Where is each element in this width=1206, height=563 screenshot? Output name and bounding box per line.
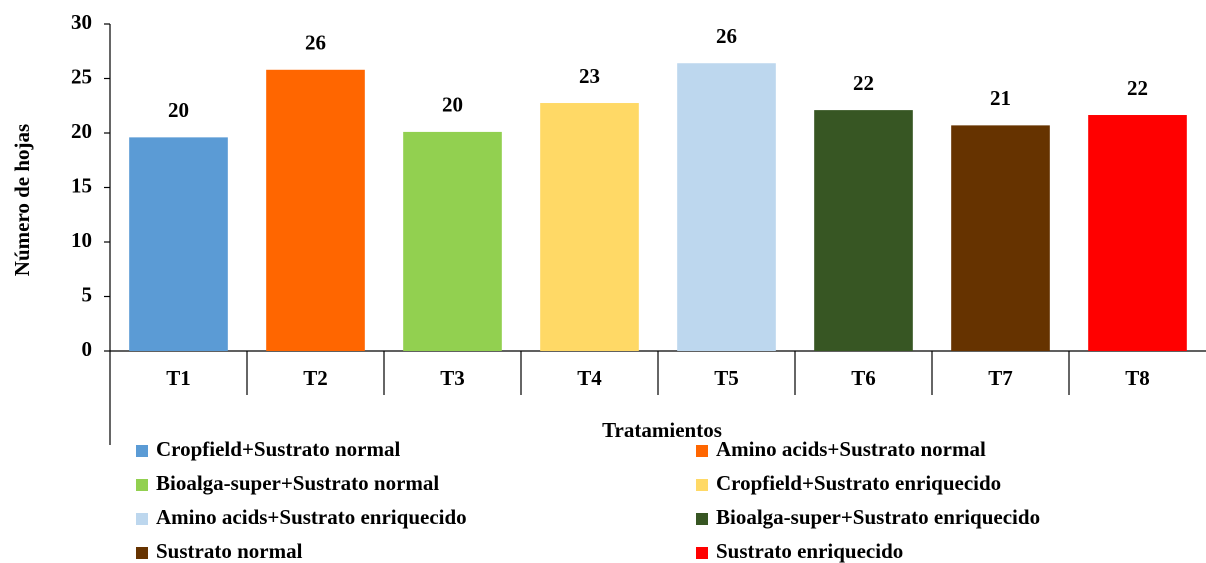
legend-label: Cropfield+Sustrato enriquecido xyxy=(716,471,1001,495)
y-tick-label: 0 xyxy=(82,337,93,361)
value-label: 26 xyxy=(305,31,326,55)
value-label: 23 xyxy=(579,64,600,88)
legend-label: Amino acids+Sustrato normal xyxy=(716,437,986,461)
y-tick-label: 20 xyxy=(71,119,92,143)
value-label: 20 xyxy=(168,98,189,122)
bar xyxy=(266,69,365,351)
y-tick-label: 15 xyxy=(71,173,92,197)
y-tick-label: 30 xyxy=(71,10,92,34)
bar xyxy=(951,125,1050,352)
x-tick-label: T2 xyxy=(303,366,328,390)
value-label: 22 xyxy=(853,71,874,95)
legend-swatch xyxy=(696,547,708,559)
legend-swatch xyxy=(696,479,708,491)
value-label: 21 xyxy=(990,86,1011,110)
legend-swatch xyxy=(136,513,148,525)
x-tick-label: T4 xyxy=(577,366,602,390)
legend-swatch xyxy=(696,513,708,525)
legend-swatch xyxy=(696,445,708,457)
value-label: 20 xyxy=(442,93,463,117)
x-axis-title: Tratamientos xyxy=(602,418,722,442)
value-label: 22 xyxy=(1127,76,1148,100)
y-tick-label: 5 xyxy=(82,282,93,306)
x-tick-label: T8 xyxy=(1125,366,1150,390)
x-tick-label: T1 xyxy=(166,366,191,390)
bar xyxy=(403,131,502,351)
bar xyxy=(1088,115,1187,351)
legend-label: Amino acids+Sustrato enriquecido xyxy=(156,505,467,529)
legend-label: Bioalga-super+Sustrato enriquecido xyxy=(716,505,1040,529)
x-tick-label: T7 xyxy=(988,366,1013,390)
y-tick-label: 10 xyxy=(71,228,92,252)
legend-swatch xyxy=(136,547,148,559)
bar xyxy=(129,137,228,351)
value-label: 26 xyxy=(716,24,737,48)
legend-label: Sustrato normal xyxy=(156,539,303,563)
legend-swatch xyxy=(136,479,148,491)
y-axis-title: Número de hojas xyxy=(10,124,34,276)
legend-swatch xyxy=(136,445,148,457)
bar xyxy=(814,110,913,351)
x-tick-label: T3 xyxy=(440,366,465,390)
legend-label: Sustrato enriquecido xyxy=(716,539,903,563)
legend-label: Bioalga-super+Sustrato normal xyxy=(156,471,439,495)
legend-label: Cropfield+Sustrato normal xyxy=(156,437,400,461)
bar xyxy=(677,63,776,352)
y-tick-label: 25 xyxy=(71,64,92,88)
bar xyxy=(540,103,639,352)
x-tick-label: T5 xyxy=(714,366,739,390)
x-tick-label: T6 xyxy=(851,366,876,390)
